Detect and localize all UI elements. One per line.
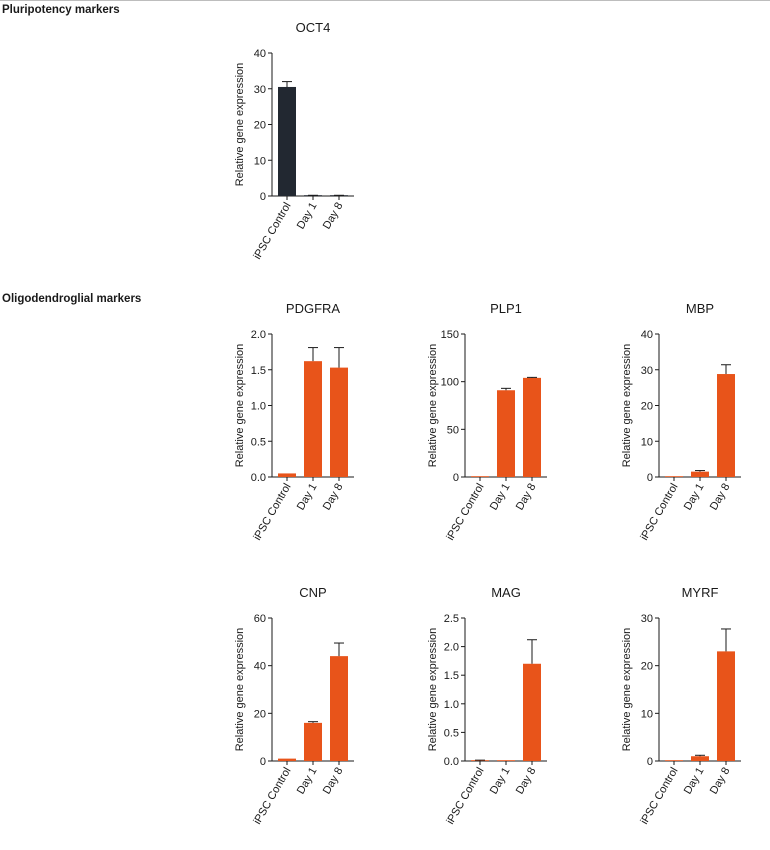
chart-title: MAG [491,585,521,600]
x-tick-label: iPSC Control [444,766,486,827]
y-tick-label: 60 [254,613,266,625]
x-tick-label: Day 8 [708,766,733,797]
y-axis-label: Relative gene expression [427,344,439,468]
y-tick-label: 0 [260,191,266,203]
y-tick-label: 0.5 [251,436,266,448]
y-tick-label: 0.0 [444,756,459,768]
x-tick-label: iPSC Control [638,766,680,827]
y-tick-label: 20 [254,708,266,720]
x-tick-label: iPSC Control [638,482,680,543]
bar-ipsc-control [665,760,683,761]
y-tick-label: 10 [641,436,653,448]
x-tick-label: Day 1 [488,482,513,513]
x-tick-label: Day 1 [295,482,320,513]
x-tick-label: Day 8 [321,482,346,513]
y-tick-label: 30 [641,613,653,625]
x-tick-label: Day 1 [295,766,320,797]
y-tick-label: 2.0 [444,642,459,654]
y-tick-label: 2.5 [444,613,459,625]
y-tick-label: 10 [641,708,653,720]
y-axis-label: Relative gene expression [621,344,633,468]
chart-title: CNP [299,585,326,600]
bar-day-8 [523,377,541,477]
chart-title: MYRF [682,585,719,600]
chart-plp1: PLP1 Relative gene expression 0 50 100 150 iPS… [427,301,547,543]
y-tick-label: 20 [641,401,653,413]
y-tick-label: 50 [447,424,459,436]
section-label-pluripotency: Pluripotency markers [2,4,120,16]
x-tick-label: iPSC Control [251,201,293,262]
x-tick-label: Day 8 [708,482,733,513]
chart-mbp: MBP Relative gene expression 0 10 20 30 40 iPSC… [621,301,741,543]
chart-title: PDGFRA [286,301,341,316]
y-axis-label: Relative gene expression [234,628,246,752]
y-tick-label: 1.0 [251,401,266,413]
y-tick-label: 0 [647,472,653,484]
y-tick-label: 0 [260,756,266,768]
x-tick-label: Day 8 [514,766,539,797]
bar-day-1 [304,361,322,477]
y-tick-label: 20 [641,661,653,673]
chart-cnp: CNP Relative gene expression 0 20 40 60 iPSC C… [234,585,354,827]
y-tick-label: 100 [441,377,459,389]
bar-day-1 [497,390,515,477]
y-tick-label: 40 [641,329,653,341]
chart-title: OCT4 [296,20,331,35]
bar-day-8 [717,651,735,761]
chart-oct4: OCT4 Relative gene expression 0 10 20 30 40 iPS… [234,20,354,262]
y-tick-label: 1.5 [251,365,266,377]
y-axis-label: Relative gene expression [234,344,246,468]
bar-day-1 [304,722,322,761]
top-divider [0,0,770,1]
chart-title: MBP [686,301,714,316]
y-tick-label: 30 [254,84,266,96]
bar-day-1 [691,471,709,477]
y-tick-label: 0 [453,472,459,484]
x-tick-label: Day 8 [321,201,346,232]
x-tick-label: iPSC Control [251,766,293,827]
x-tick-label: Day 1 [488,766,513,797]
section-label-oligodendroglial: Oligodendroglial markers [2,293,142,305]
bar-ipsc-control [471,476,489,477]
y-axis-label: Relative gene expression [621,628,633,752]
y-tick-label: 1.0 [444,699,459,711]
y-tick-label: 0.0 [251,472,266,484]
bar-day-8 [330,367,348,477]
x-tick-label: iPSC Control [251,482,293,543]
chart-title: PLP1 [490,301,522,316]
y-tick-label: 0 [647,756,653,768]
bar-ipsc-control [278,758,296,761]
bar-day-8 [523,663,541,761]
y-tick-label: 40 [254,48,266,60]
y-tick-label: 40 [254,661,266,673]
bar-ipsc-control [665,476,683,477]
chart-pdgfra: PDGFRA Relative gene expression 0.0 0.5 1.0 1… [234,301,354,543]
bar-day-8 [717,374,735,477]
y-tick-label: 2.0 [251,329,266,341]
x-tick-label: Day 1 [682,482,707,513]
x-tick-label: Day 8 [514,482,539,513]
x-tick-label: Day 1 [295,201,320,232]
y-axis-label: Relative gene expression [427,628,439,752]
y-tick-label: 150 [441,329,459,341]
y-tick-label: 1.5 [444,670,459,682]
x-tick-label: Day 1 [682,766,707,797]
x-tick-label: Day 8 [321,766,346,797]
chart-myrf: MYRF Relative gene expression 0 10 20 30 iPSC … [621,585,741,827]
y-tick-label: 10 [254,155,266,167]
bar-day-1 [497,760,515,761]
y-tick-label: 20 [254,120,266,132]
bar-day-8 [330,656,348,761]
chart-mag: MAG Relative gene expression 0.0 0.5 1.0 1.5 2… [427,585,547,827]
y-tick-label: 30 [641,365,653,377]
bar-ipsc-control [278,86,296,196]
y-tick-label: 0.5 [444,727,459,739]
y-axis-label: Relative gene expression [234,63,246,187]
x-tick-label: iPSC Control [444,482,486,543]
bar-day-1 [691,756,709,761]
bar-ipsc-control [278,473,296,477]
